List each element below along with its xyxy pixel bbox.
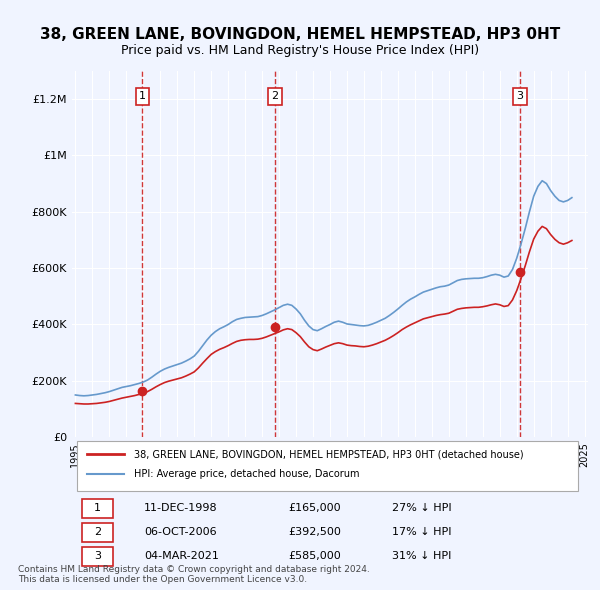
Text: 1: 1 [139, 91, 146, 101]
Text: £165,000: £165,000 [289, 503, 341, 513]
Text: 38, GREEN LANE, BOVINGDON, HEMEL HEMPSTEAD, HP3 0HT: 38, GREEN LANE, BOVINGDON, HEMEL HEMPSTE… [40, 27, 560, 41]
Text: 3: 3 [94, 550, 101, 560]
Text: 2: 2 [272, 91, 279, 101]
Text: £585,000: £585,000 [289, 550, 341, 560]
Text: Contains HM Land Registry data © Crown copyright and database right 2024.
This d: Contains HM Land Registry data © Crown c… [18, 565, 370, 584]
Text: 06-OCT-2006: 06-OCT-2006 [144, 527, 217, 537]
Text: HPI: Average price, detached house, Dacorum: HPI: Average price, detached house, Daco… [134, 469, 359, 479]
Text: 38, GREEN LANE, BOVINGDON, HEMEL HEMPSTEAD, HP3 0HT (detached house): 38, GREEN LANE, BOVINGDON, HEMEL HEMPSTE… [134, 449, 524, 459]
Text: 1: 1 [94, 503, 101, 513]
FancyBboxPatch shape [77, 441, 578, 491]
Text: Price paid vs. HM Land Registry's House Price Index (HPI): Price paid vs. HM Land Registry's House … [121, 44, 479, 57]
Text: 04-MAR-2021: 04-MAR-2021 [144, 550, 219, 560]
Text: £392,500: £392,500 [289, 527, 341, 537]
Text: 11-DEC-1998: 11-DEC-1998 [144, 503, 218, 513]
Text: 27% ↓ HPI: 27% ↓ HPI [392, 503, 452, 513]
Text: 31% ↓ HPI: 31% ↓ HPI [392, 550, 451, 560]
FancyBboxPatch shape [82, 547, 113, 565]
FancyBboxPatch shape [82, 499, 113, 517]
Text: 2: 2 [94, 527, 101, 537]
FancyBboxPatch shape [82, 523, 113, 542]
Text: 3: 3 [516, 91, 523, 101]
Text: 17% ↓ HPI: 17% ↓ HPI [392, 527, 451, 537]
